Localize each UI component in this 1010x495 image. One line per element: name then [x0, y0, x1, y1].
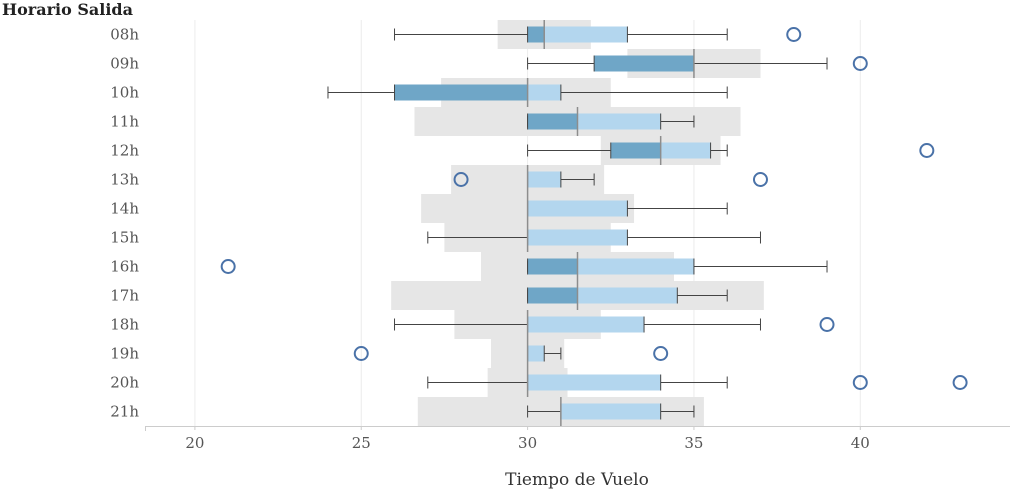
- box-upper: [527, 84, 561, 101]
- box-lower: [527, 113, 578, 130]
- outlier-point: [852, 375, 868, 390]
- row-label: 16h: [110, 258, 139, 276]
- x-axis: 20 25 30 35 40: [145, 426, 1010, 452]
- row-label: 10h: [110, 84, 139, 102]
- box-lower: [527, 287, 578, 304]
- row-label: 15h: [110, 229, 139, 247]
- box-lower: [594, 55, 694, 72]
- x-tick-label: 40: [851, 434, 870, 452]
- outlier-point: [919, 143, 935, 158]
- box-upper: [544, 26, 628, 43]
- box-upper: [560, 403, 661, 420]
- box-upper: [527, 345, 545, 362]
- outlier-point: [752, 172, 768, 187]
- box-upper: [527, 200, 628, 217]
- outlier-point: [653, 346, 669, 361]
- outlier-point: [453, 172, 469, 187]
- box-upper: [577, 258, 694, 275]
- box-upper: [527, 229, 628, 246]
- box-upper: [577, 113, 661, 130]
- x-axis-title: Tiempo de Vuelo: [505, 470, 649, 490]
- outlier-point: [952, 375, 968, 390]
- row-label: 17h: [110, 287, 139, 305]
- x-tick-label: 35: [684, 434, 703, 452]
- row-header: Horario Salida: [2, 0, 133, 19]
- row-label: 20h: [110, 374, 139, 392]
- box-lower: [527, 258, 578, 275]
- median-layer: [526, 20, 695, 426]
- box-lower: [394, 84, 528, 101]
- row-label: 18h: [110, 316, 139, 334]
- row-label: 12h: [110, 142, 139, 160]
- x-tick-label: 25: [352, 434, 371, 452]
- row-label: 08h: [110, 26, 139, 44]
- outlier-point: [819, 317, 835, 332]
- outlier-point: [786, 27, 802, 42]
- box-upper: [527, 316, 645, 333]
- row-label: 11h: [110, 113, 139, 131]
- row-label: 13h: [110, 171, 139, 189]
- x-tick-label: 20: [185, 434, 204, 452]
- box-upper: [660, 142, 711, 159]
- box-lower: [610, 142, 661, 159]
- outlier-point: [220, 259, 236, 274]
- box-upper: [527, 171, 561, 188]
- outlier-layer: [220, 27, 968, 390]
- box-layer: [394, 26, 712, 420]
- box-upper: [527, 374, 661, 391]
- row-label: 21h: [110, 403, 139, 421]
- x-tick-label: 30: [518, 434, 537, 452]
- row-label: 09h: [110, 55, 139, 73]
- label-layer: 08h 09h 10h 11h 12h 13h 14h 15h 16h 17h 18h 19h 20h 2…: [110, 26, 139, 421]
- row-label: 19h: [110, 345, 139, 363]
- band-layer: [391, 20, 764, 426]
- box-lower: [527, 26, 545, 43]
- row-label: 14h: [110, 200, 139, 218]
- outlier-point: [852, 56, 868, 71]
- box-upper: [577, 287, 678, 304]
- outlier-point: [353, 346, 369, 361]
